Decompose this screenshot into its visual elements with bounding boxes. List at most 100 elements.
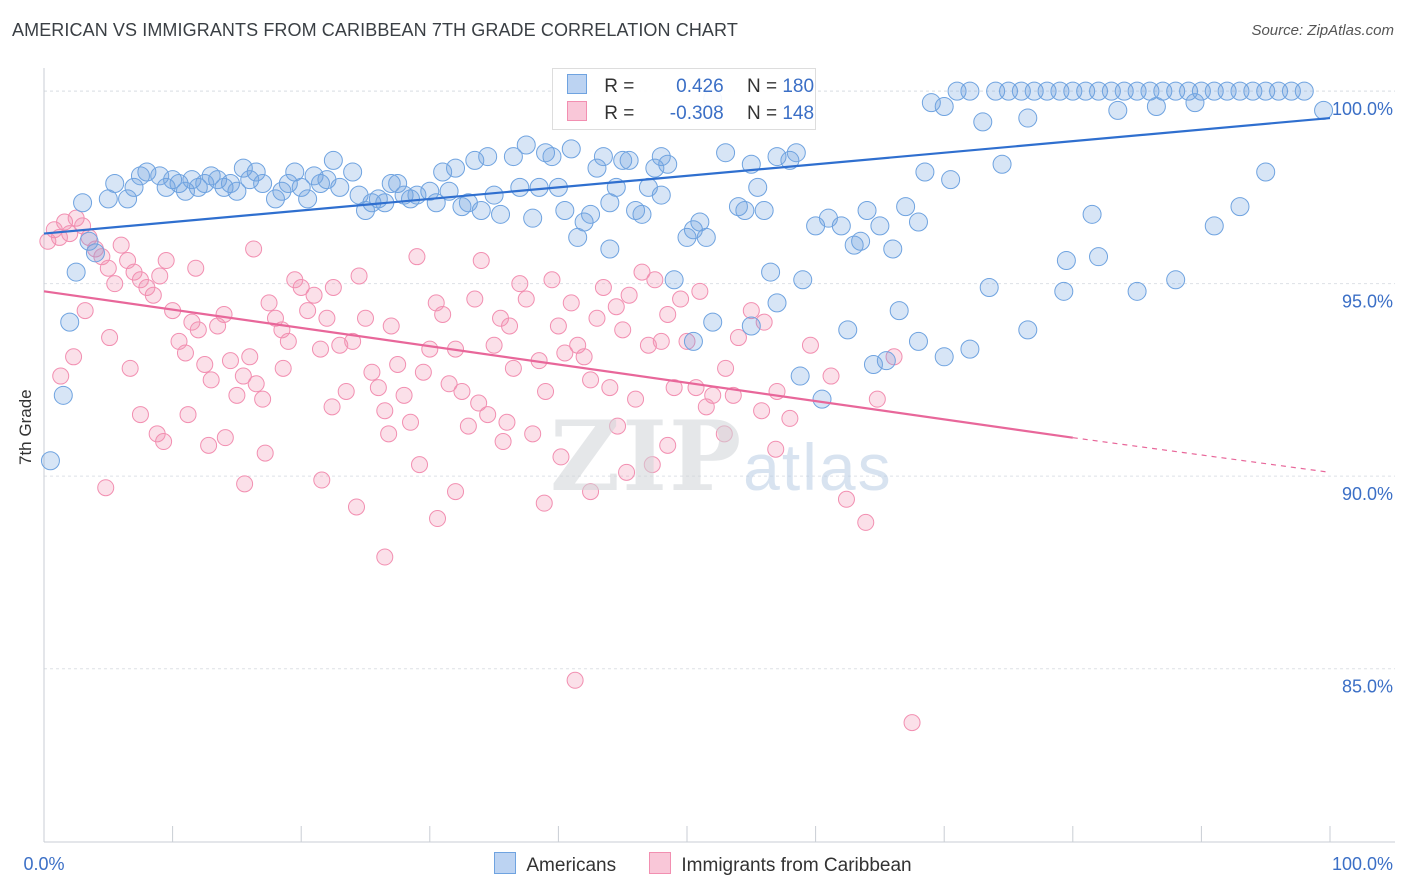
data-point-caribbean <box>429 510 447 528</box>
data-point-americans <box>175 181 195 201</box>
data-point-americans <box>632 204 652 224</box>
data-point-caribbean <box>279 332 297 350</box>
data-point-caribbean <box>479 406 497 424</box>
source-credit: Source: ZipAtlas.com <box>1251 22 1394 39</box>
data-point-caribbean <box>501 317 519 335</box>
data-point-americans <box>1018 320 1038 340</box>
data-point-caribbean <box>97 479 115 497</box>
watermark: ZIPatlas <box>550 400 893 513</box>
data-point-americans <box>343 162 363 182</box>
data-point-caribbean <box>868 390 886 408</box>
data-point-americans <box>851 231 871 251</box>
data-point-americans <box>767 293 787 313</box>
legend-americans[interactable]: Americans <box>494 852 616 877</box>
data-point-caribbean <box>241 348 259 366</box>
data-point-caribbean <box>903 714 921 732</box>
data-point-americans <box>677 227 697 247</box>
trend-lines <box>43 116 1331 473</box>
data-point-caribbean <box>200 436 218 454</box>
data-point-caribbean <box>305 286 323 304</box>
data-point-americans <box>1204 216 1224 236</box>
data-point-americans <box>465 150 485 170</box>
data-point-caribbean <box>453 382 471 400</box>
data-point-caribbean <box>594 278 612 296</box>
data-point-caribbean <box>470 394 488 412</box>
data-point-americans <box>786 143 806 163</box>
data-point-americans <box>908 331 928 351</box>
data-point-caribbean <box>582 371 600 389</box>
data-point-caribbean <box>65 348 83 366</box>
data-point-americans <box>471 200 491 220</box>
data-point-americans <box>645 158 665 178</box>
data-point-caribbean <box>402 413 420 431</box>
data-point-caribbean <box>112 236 130 254</box>
data-point-americans <box>934 97 954 117</box>
data-point-americans <box>1294 81 1314 101</box>
data-point-americans <box>793 270 813 290</box>
data-point-americans <box>1166 270 1186 290</box>
data-point-americans <box>754 200 774 220</box>
data-point-americans <box>503 147 523 167</box>
data-point-caribbean <box>466 290 484 308</box>
data-point-caribbean <box>646 271 664 289</box>
data-point-americans <box>118 189 138 209</box>
data-point-caribbean <box>323 398 341 416</box>
data-point-americans <box>973 112 993 132</box>
data-point-americans <box>857 200 877 220</box>
data-point-americans <box>651 147 671 167</box>
data-point-americans <box>323 150 343 170</box>
data-point-caribbean <box>724 386 742 404</box>
data-point-caribbean <box>215 305 233 323</box>
data-point-americans <box>195 174 215 194</box>
legend-caribbean[interactable]: Immigrants from Caribbean <box>649 852 912 877</box>
data-point-caribbean <box>179 406 197 424</box>
data-point-americans <box>246 162 266 182</box>
data-point-americans <box>979 277 999 297</box>
data-point-americans <box>278 174 298 194</box>
data-point-caribbean <box>691 282 709 300</box>
data-point-americans <box>992 154 1012 174</box>
data-point-caribbean <box>176 344 194 362</box>
data-point-americans <box>124 177 144 197</box>
data-point-americans <box>960 339 980 359</box>
data-point-caribbean <box>643 456 661 474</box>
data-point-americans <box>780 150 800 170</box>
data-point-caribbean <box>618 463 636 481</box>
data-point-americans <box>651 185 671 205</box>
data-point-caribbean <box>101 329 119 347</box>
x-tick-label: 100.0% <box>1332 854 1393 874</box>
data-point-americans <box>555 200 575 220</box>
data-point-americans <box>60 312 80 332</box>
data-point-americans <box>790 366 810 386</box>
data-point-americans <box>523 208 543 228</box>
data-point-americans <box>561 139 581 159</box>
data-point-americans <box>79 231 99 251</box>
data-point-americans <box>870 216 890 236</box>
data-point-caribbean <box>245 240 263 258</box>
data-point-americans <box>581 204 601 224</box>
data-point-caribbean <box>324 278 342 296</box>
data-point-caribbean <box>767 440 785 458</box>
data-point-americans <box>516 135 536 155</box>
data-point-americans <box>921 93 941 113</box>
data-point-americans <box>908 212 928 232</box>
data-point-caribbean <box>447 483 465 501</box>
data-point-americans <box>1256 162 1276 182</box>
data-point-caribbean <box>52 367 70 385</box>
data-point-americans <box>388 174 408 194</box>
data-point-americans <box>889 301 909 321</box>
data-point-caribbean <box>202 371 220 389</box>
data-point-caribbean <box>729 329 747 347</box>
data-point-caribbean <box>256 444 274 462</box>
data-point-americans <box>1108 100 1128 120</box>
data-point-americans <box>741 316 761 336</box>
data-point-americans <box>298 189 318 209</box>
data-point-caribbean <box>313 471 331 489</box>
data-point-americans <box>491 204 511 224</box>
data-point-americans <box>105 174 125 194</box>
data-point-caribbean <box>247 375 265 393</box>
data-point-caribbean <box>537 382 555 400</box>
data-point-caribbean <box>408 248 426 266</box>
y-axis-label: 7th Grade <box>16 389 35 465</box>
data-point-americans <box>137 162 157 182</box>
